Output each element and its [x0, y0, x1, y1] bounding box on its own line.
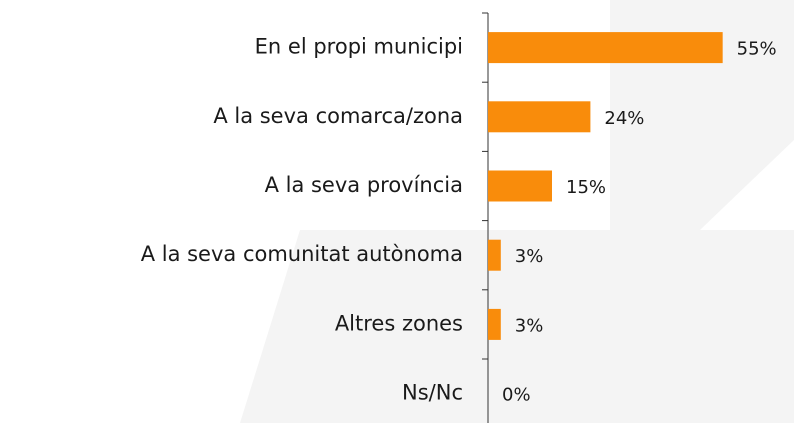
value-label: 55%	[737, 39, 777, 60]
value-label: 3%	[515, 315, 544, 336]
category-label: Ns/Nc	[402, 381, 463, 405]
category-label: A la seva província	[265, 173, 463, 197]
value-label: 3%	[515, 246, 544, 267]
category-label: A la seva comunitat autònoma	[141, 242, 463, 266]
watermark	[240, 0, 794, 423]
category-label: A la seva comarca/zona	[213, 104, 463, 128]
bar	[488, 101, 591, 133]
value-label: 0%	[502, 385, 531, 406]
category-label: Altres zones	[335, 311, 463, 335]
value-label: 24%	[604, 108, 644, 129]
category-label: En el propi municipi	[255, 35, 463, 59]
bar	[488, 170, 552, 202]
value-label: 15%	[566, 177, 606, 198]
bar	[488, 32, 723, 64]
bar	[488, 308, 501, 340]
bar	[488, 239, 501, 271]
